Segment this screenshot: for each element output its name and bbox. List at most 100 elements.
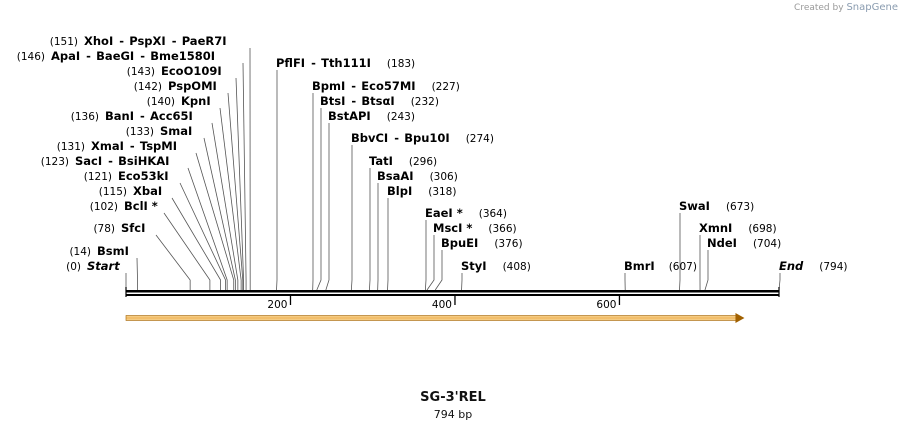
snapgene-logo: SnapGene [846,2,898,13]
site-leader-xbai [171,197,221,290]
site-position-bcli: (102) [90,201,118,213]
site-name-bpmi-1[interactable]: Eco57MI [361,79,415,93]
site-name-bsmi-0[interactable]: BsmI [97,244,129,258]
site-name-btsi-1[interactable]: BtsαI [361,94,394,108]
site-leader-bani [211,122,239,290]
site-position-bani: (136) [71,111,99,123]
site-name-swai-0[interactable]: SwaI [679,199,710,213]
site-name-bbvci-0[interactable]: BbvCI [351,131,388,145]
site-separator: - [351,79,356,93]
site-leader-apai [242,62,247,290]
ruler-ticks: 200 400 600 [267,296,621,311]
site-separator: - [140,49,145,63]
site-name-xmai-1[interactable]: TspMI [140,139,177,153]
site-leader-msci [426,235,435,291]
site-leader-eco53 [179,182,226,290]
site-name-ndei-0[interactable]: NdeI [707,236,737,250]
site-position-label-styi: (408) [503,261,531,273]
site-name-apai-1[interactable]: BaeGI [96,49,134,63]
credit-prefix: Created by [794,3,844,13]
site-name-bsaai-0[interactable]: BsaAI [377,169,414,183]
site-separator: - [351,94,356,108]
site-leader-sfci [155,234,191,290]
site-name-pflfi-1[interactable]: Tth111I [321,56,371,70]
site-position-label-bstapi: (243) [387,111,415,123]
feature-arrowhead[interactable] [735,313,745,323]
site-name-pflfi-0[interactable]: PflFI [276,56,305,70]
map-title: SG-3'REL [420,390,486,405]
tick-label-600: 600 [596,299,616,311]
site-name-bstapi-0[interactable]: BstAPI [328,109,371,123]
site-name-xbai-0[interactable]: XbaI [133,184,162,198]
tick-label-400: 400 [432,299,452,311]
site-name-bani-1[interactable]: Acc65I [150,109,193,123]
site-name-bani-0[interactable]: BanI [105,109,134,123]
site-separator: - [86,49,91,63]
site-leader-ndei [704,250,709,291]
site-labels: (151) XhoI - PspXI - PaeR7I(146) ApaI - BaeGI - Bm… [17,34,848,273]
site-name-msci-0[interactable]: MscI * [433,221,472,235]
backbone-top-strand [126,290,779,293]
site-separator: - [119,34,124,48]
site-position-pspomi: (142) [134,81,162,93]
site-name-xmni-0[interactable]: XmnI [699,221,732,235]
site-name-tati-0[interactable]: TatI [369,154,393,168]
site-name-eaei-0[interactable]: EaeI * [425,206,463,220]
site-name-bbvci-1[interactable]: Bpu10I [404,131,449,145]
map-length: 794 bp [433,408,473,421]
site-separator: - [394,131,399,145]
site-name-apai-2[interactable]: Bme1580I [150,49,215,63]
site-name-xhoi-2[interactable]: PaeR7I [182,34,227,48]
site-leader-tati [369,168,371,291]
site-leader-xmai [195,152,235,290]
feature-arrow[interactable] [125,313,745,323]
site-name-apai-0[interactable]: ApaI [51,49,80,63]
site-name-sfci-0[interactable]: SfcI [121,221,145,235]
site-name-saci-0[interactable]: SacI [75,154,102,168]
site-position-apai: (146) [17,51,45,63]
site-leader-end [778,273,781,291]
site-name-styi-0[interactable]: StyI [461,259,487,273]
site-name-xhoi-1[interactable]: PspXI [129,34,165,48]
site-name-xmai-0[interactable]: XmaI [91,139,124,153]
site-position-xmai: (131) [57,141,85,153]
feature-bar[interactable] [125,315,737,321]
site-position-eco53: (121) [84,171,112,183]
site-position-xhoi: (151) [50,36,78,48]
site-leader-bcli [163,212,211,290]
site-position-smai: (133) [126,126,154,138]
site-name-pspomi-0[interactable]: PspOMI [168,79,217,93]
site-name-ecoo-0[interactable]: EcoO109I [161,64,222,78]
site-position-label-end: (794) [819,261,847,273]
site-position-label-swai: (673) [726,201,754,213]
site-leader-bbvci [350,145,353,291]
site-position-start: (0) [66,261,81,273]
site-position-label-tati: (296) [409,156,437,168]
site-separator: - [108,154,113,168]
site-name-eco53-0[interactable]: Eco53kI [118,169,169,183]
site-leader-bpuei [434,250,443,291]
site-position-ecoo: (143) [127,66,155,78]
site-leader-bsmi [136,257,138,290]
site-name-bcli-0[interactable]: BclI * [124,199,158,213]
site-leader-pspomi [227,92,244,290]
site-name-bpmi-0[interactable]: BpmI [312,79,345,93]
site-position-bsmi: (14) [69,246,91,258]
site-separator: - [172,34,177,48]
site-position-label-eaei: (364) [479,208,507,220]
site-name-saci-1[interactable]: BsiHKAI [118,154,169,168]
site-separator: - [140,109,145,123]
site-name-blpi-0[interactable]: BlpI [387,184,412,198]
site-name-start-0[interactable]: Start [87,259,120,273]
site-name-smai-0[interactable]: SmaI [160,124,192,138]
site-name-kpni-0[interactable]: KpnI [181,94,211,108]
site-name-xhoi-0[interactable]: XhoI [84,34,113,48]
site-name-end-0[interactable]: End [779,259,804,273]
site-position-label-blpi: (318) [428,186,456,198]
site-name-bmri-0[interactable]: BmrI [624,259,655,273]
site-position-saci: (123) [41,156,69,168]
site-name-bpuei-0[interactable]: BpuEI [441,236,478,250]
site-position-xbai: (115) [99,186,127,198]
site-name-btsi-0[interactable]: BtsI [320,94,345,108]
